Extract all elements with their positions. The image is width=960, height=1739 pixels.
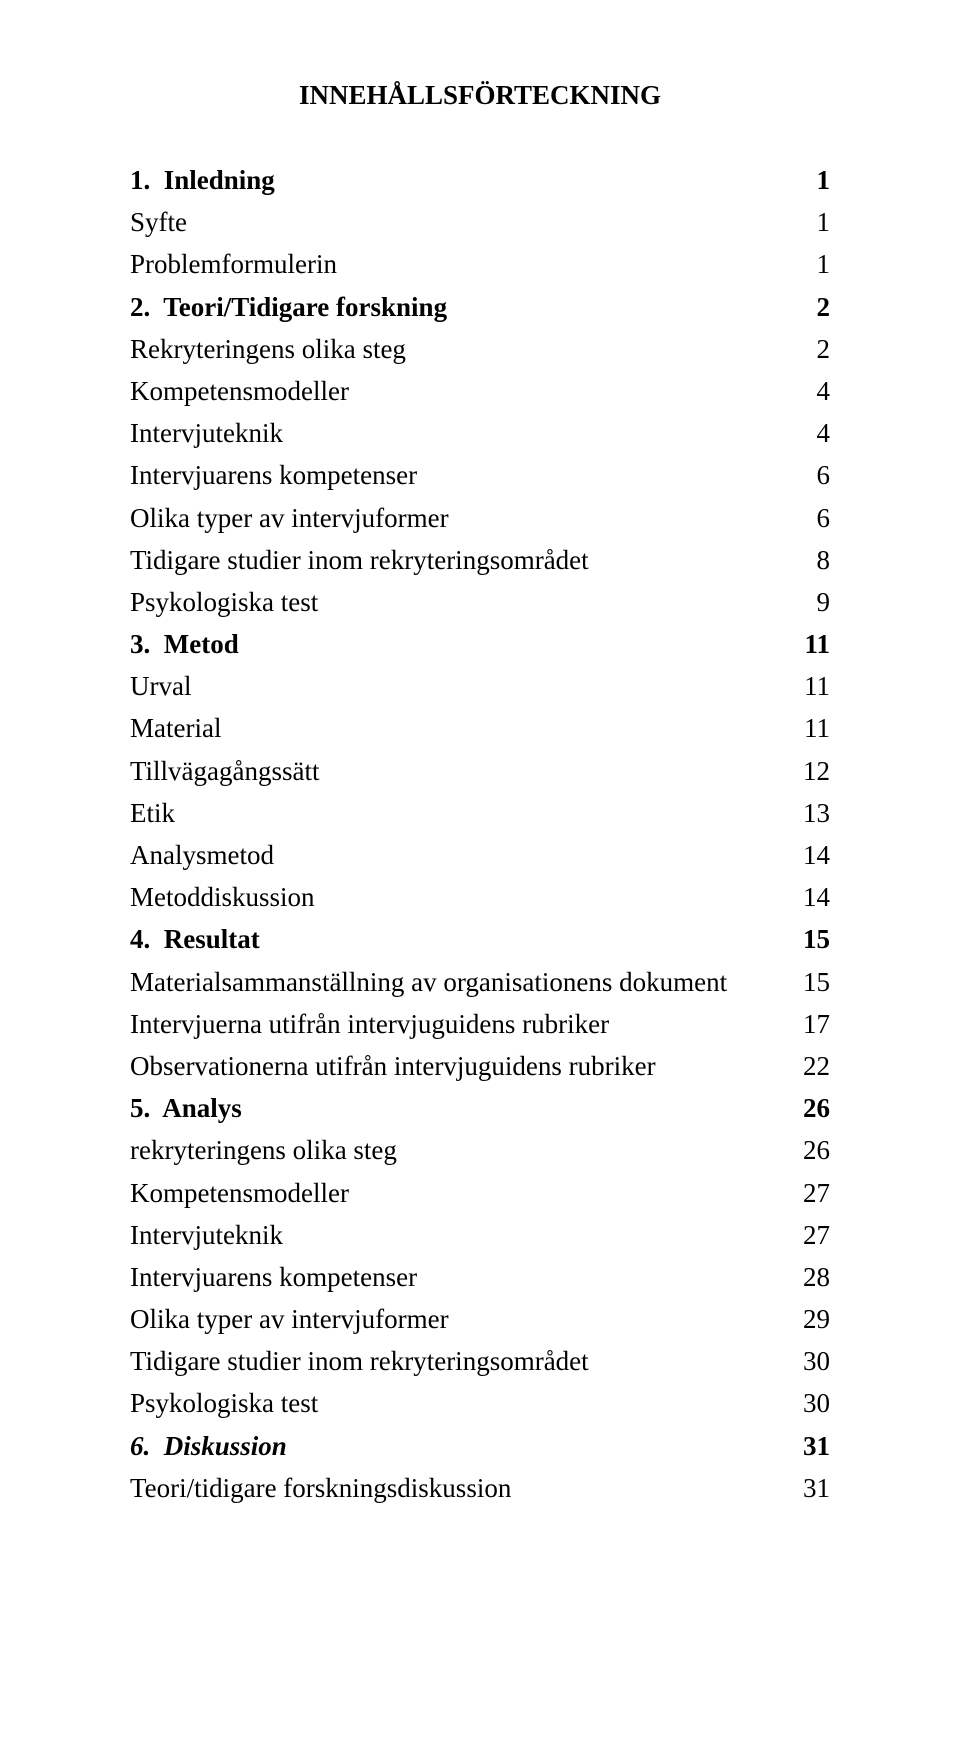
toc-entry-label: rekryteringens olika steg (130, 1137, 397, 1164)
toc-entry-label: Intervjuarens kompetenser (130, 1264, 417, 1291)
toc-entry-page: 27 (803, 1180, 830, 1207)
toc-entry-label: 1. Inledning (130, 167, 275, 194)
toc-entry-page: 1 (817, 167, 831, 194)
toc-entry-page: 28 (803, 1264, 830, 1291)
toc-entry-page: 9 (817, 589, 831, 616)
toc-entry-page: 30 (803, 1348, 830, 1375)
toc-entry-label: Analysmetod (130, 842, 274, 869)
toc-entry-page: 6 (817, 462, 831, 489)
toc-entry-label: Psykologiska test (130, 1390, 318, 1417)
toc-entry-label: Intervjuarens kompetenser (130, 462, 417, 489)
toc-entry: 1. Inledning 1 (130, 167, 830, 194)
toc-entry-label: Etik (130, 800, 175, 827)
toc-entry: Olika typer av intervjuformer 6 (130, 505, 830, 532)
toc-entry: Olika typer av intervjuformer 29 (130, 1306, 830, 1333)
toc-entry-page: 1 (817, 209, 831, 236)
toc-entry-label: Tidigare studier inom rekryteringsområde… (130, 1348, 589, 1375)
toc-entry-label: 2. Teori/Tidigare forskning (130, 294, 447, 321)
toc-entry: Tidigare studier inom rekryteringsområde… (130, 1348, 830, 1375)
toc-entry-page: 4 (817, 420, 831, 447)
toc-entry-label: Observationerna utifrån intervjuguidens … (130, 1053, 656, 1080)
toc-entry: Syfte 1 (130, 209, 830, 236)
toc-entry: Intervjuarens kompetenser 28 (130, 1264, 830, 1291)
toc-entry-page: 6 (817, 505, 831, 532)
toc-entry-label: Urval (130, 673, 191, 700)
toc-entry: rekryteringens olika steg 26 (130, 1137, 830, 1164)
toc-entry: Intervjuteknik 4 (130, 420, 830, 447)
toc-entry-page: 14 (803, 842, 830, 869)
toc-entry: Analysmetod 14 (130, 842, 830, 869)
toc-entry: Intervjuteknik 27 (130, 1222, 830, 1249)
toc-entry-page: 29 (803, 1306, 830, 1333)
toc-entry-label: Teori/tidigare forskningsdiskussion (130, 1475, 511, 1502)
toc-entry-page: 30 (803, 1390, 830, 1417)
page: INNEHÅLLSFÖRTECKNING 1. Inledning1Syfte1… (0, 0, 960, 1739)
toc-entry-page: 13 (803, 800, 830, 827)
toc-entry: 2. Teori/Tidigare forskning 2 (130, 294, 830, 321)
toc-entry-label: Intervjuteknik (130, 420, 283, 447)
toc-entry-page: 27 (803, 1222, 830, 1249)
toc-entry: Kompetensmodeller 4 (130, 378, 830, 405)
toc-entry: Material 11 (130, 715, 830, 742)
toc-entry: Materialsammanställning av organisatione… (130, 969, 830, 996)
toc-entry-page: 17 (803, 1011, 830, 1038)
toc-entry-page: 11 (804, 631, 830, 658)
toc-entry: Intervjuerna utifrån intervjuguidens rub… (130, 1011, 830, 1038)
toc-entry: Teori/tidigare forskningsdiskussion 31 (130, 1475, 830, 1502)
toc-entry-page: 1 (817, 251, 831, 278)
toc-entry-page: 31 (803, 1475, 830, 1502)
toc-entry-page: 4 (817, 378, 831, 405)
toc-entry-label: Rekryteringens olika steg (130, 336, 406, 363)
toc-entry-page: 14 (803, 884, 830, 911)
toc-entry-page: 8 (817, 547, 831, 574)
toc-entry-page: 26 (803, 1095, 830, 1122)
toc-entry: Tidigare studier inom rekryteringsområde… (130, 547, 830, 574)
toc-entry-label: Intervjuerna utifrån intervjuguidens rub… (130, 1011, 609, 1038)
toc-entry-page: 2 (817, 294, 831, 321)
toc-entry-label: Material (130, 715, 221, 742)
toc-entry: Psykologiska test 30 (130, 1390, 830, 1417)
toc-entry: Kompetensmodeller 27 (130, 1180, 830, 1207)
toc-title: INNEHÅLLSFÖRTECKNING (130, 80, 830, 111)
toc-entry-label: Kompetensmodeller (130, 378, 349, 405)
toc-entry-page: 22 (803, 1053, 830, 1080)
toc-entry-page: 15 (803, 969, 830, 996)
toc-entry-label: Metoddiskussion (130, 884, 315, 911)
toc-entry: Urval 11 (130, 673, 830, 700)
toc-entry-label: Syfte (130, 209, 187, 236)
toc-entry-label: Materialsammanställning av organisatione… (130, 969, 727, 996)
toc-entry: 5. Analys 26 (130, 1095, 830, 1122)
toc-entry: Etik 13 (130, 800, 830, 827)
toc-entry: Tillvägagångssätt 12 (130, 758, 830, 785)
toc-entry: Problemformulerin 1 (130, 251, 830, 278)
toc-entry: Rekryteringens olika steg 2 (130, 336, 830, 363)
toc-entry: 6. Diskussion 31 (130, 1433, 830, 1460)
toc-entry-label: Tidigare studier inom rekryteringsområde… (130, 547, 589, 574)
toc-entry-label: Psykologiska test (130, 589, 318, 616)
toc-entry-page: 15 (803, 926, 830, 953)
toc-entry-label: 3. Metod (130, 631, 239, 658)
toc-entry: Intervjuarens kompetenser 6 (130, 462, 830, 489)
toc-entry-label: Olika typer av intervjuformer (130, 505, 449, 532)
toc-entry-page: 12 (803, 758, 830, 785)
toc-entry-page: 11 (804, 673, 830, 700)
toc-entry-label: Problemformulerin (130, 251, 337, 278)
toc-entry-page: 11 (804, 715, 830, 742)
toc-entry-label: 6. Diskussion (130, 1433, 287, 1460)
toc-entry-label: Intervjuteknik (130, 1222, 283, 1249)
toc-entry: Psykologiska test 9 (130, 589, 830, 616)
toc-entry-label: Olika typer av intervjuformer (130, 1306, 449, 1333)
toc-entry-page: 31 (803, 1433, 830, 1460)
toc-entry: Metoddiskussion 14 (130, 884, 830, 911)
toc-entry: Observationerna utifrån intervjuguidens … (130, 1053, 830, 1080)
toc-entry: 3. Metod 11 (130, 631, 830, 658)
toc-entry-page: 2 (817, 336, 831, 363)
toc-entry-page: 26 (803, 1137, 830, 1164)
toc-entry-label: Tillvägagångssätt (130, 758, 320, 785)
toc-entry-label: 4. Resultat (130, 926, 260, 953)
toc-entry: 4. Resultat 15 (130, 926, 830, 953)
toc-entry-label: 5. Analys (130, 1095, 242, 1122)
toc-list: 1. Inledning 1 Syfte 1 Problemformulerin 1 2. … (130, 167, 830, 1502)
toc-entry-label: Kompetensmodeller (130, 1180, 349, 1207)
